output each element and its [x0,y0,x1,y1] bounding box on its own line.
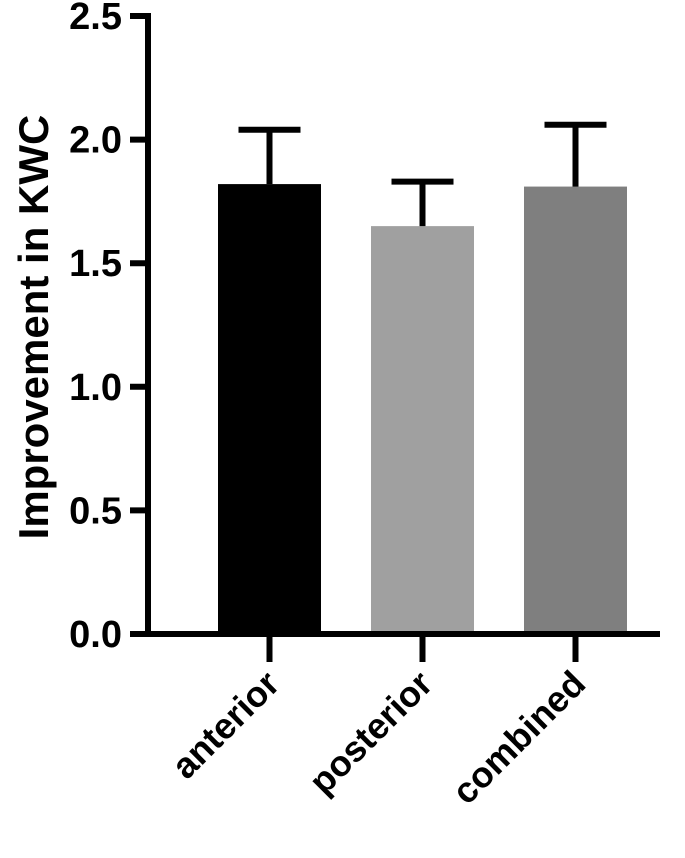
y-tick-label-1.5: 1.5 [69,243,122,285]
y-axis-title: Improvement in KWC [10,115,57,540]
y-tick-label-2.5: 2.5 [69,0,122,38]
y-tick-label-2.0: 2.0 [69,120,122,162]
y-tick-label-1.0: 1.0 [69,367,122,409]
x-tick-label-combined: combined [444,663,593,812]
y-tick-label-0.0: 0.0 [69,614,122,656]
x-tick-label-anterior: anterior [163,663,287,787]
bar-combined [524,186,627,634]
x-tick-label-posterior: posterior [301,663,440,802]
bar-posterior [371,226,474,634]
bars-layer [218,121,627,634]
y-tick-label-0.5: 0.5 [69,490,122,532]
bar-anterior [218,184,321,634]
